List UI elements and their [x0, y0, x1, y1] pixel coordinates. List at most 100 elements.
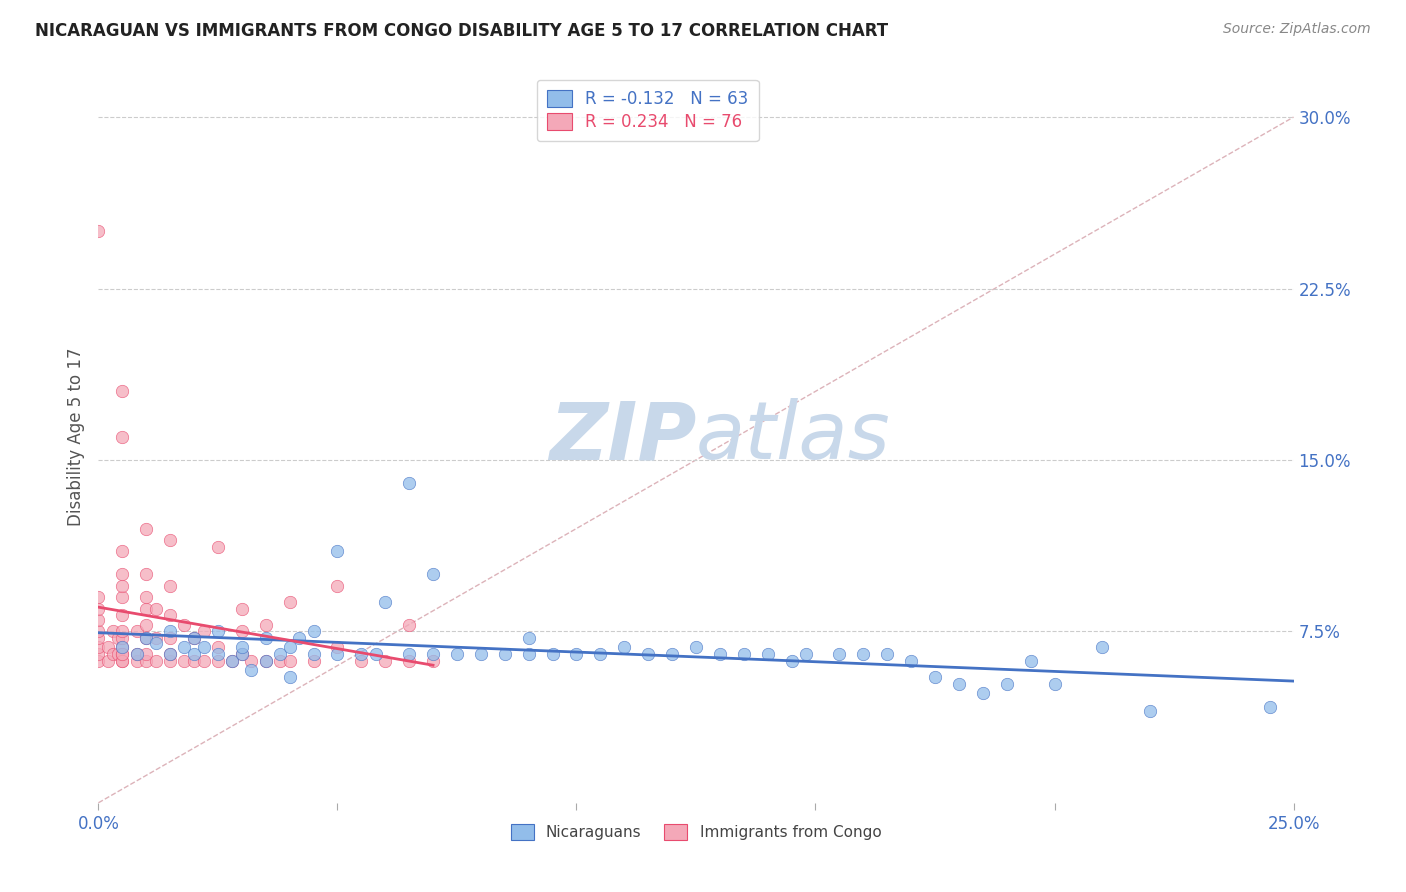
Point: [254, 632, 277, 646]
Point: [302, 654, 325, 668]
Point: [87, 224, 110, 238]
Point: [326, 640, 349, 655]
Point: [972, 686, 994, 700]
Point: [87, 647, 110, 661]
Point: [111, 640, 134, 655]
Point: [111, 647, 134, 661]
Point: [87, 654, 110, 668]
Point: [422, 647, 444, 661]
Point: [221, 654, 243, 668]
Point: [302, 624, 325, 639]
Point: [183, 632, 205, 646]
Point: [422, 567, 444, 582]
Point: [145, 654, 167, 668]
Point: [924, 670, 946, 684]
Point: [159, 632, 181, 646]
Point: [470, 647, 492, 661]
Point: [240, 663, 263, 677]
Point: [111, 567, 134, 582]
Point: [240, 654, 263, 668]
Point: [326, 544, 349, 558]
Point: [111, 590, 134, 604]
Point: [1258, 699, 1281, 714]
Point: [87, 640, 110, 655]
Point: [159, 647, 181, 661]
Point: [193, 624, 215, 639]
Point: [183, 632, 205, 646]
Point: [685, 640, 707, 655]
Point: [326, 647, 349, 661]
Legend: Nicaraguans, Immigrants from Congo: Nicaraguans, Immigrants from Congo: [505, 818, 887, 847]
Point: [794, 647, 817, 661]
Point: [193, 640, 215, 655]
Point: [193, 654, 215, 668]
Point: [145, 601, 167, 615]
Point: [135, 632, 157, 646]
Point: [565, 647, 588, 661]
Point: [135, 647, 157, 661]
Point: [111, 624, 134, 639]
Point: [269, 647, 291, 661]
Point: [159, 579, 181, 593]
Point: [221, 654, 243, 668]
Point: [661, 647, 683, 661]
Point: [1019, 654, 1042, 668]
Point: [97, 640, 120, 655]
Point: [278, 640, 301, 655]
Point: [207, 624, 229, 639]
Point: [173, 640, 195, 655]
Point: [446, 647, 468, 661]
Point: [278, 595, 301, 609]
Point: [231, 624, 253, 639]
Point: [517, 647, 540, 661]
Point: [398, 617, 420, 632]
Point: [111, 544, 134, 558]
Point: [87, 624, 110, 639]
Point: [302, 647, 325, 661]
Point: [159, 533, 181, 547]
Point: [111, 608, 134, 623]
Text: atlas: atlas: [696, 398, 891, 476]
Point: [1091, 640, 1114, 655]
Point: [374, 595, 396, 609]
Point: [231, 647, 253, 661]
Point: [173, 654, 195, 668]
Point: [231, 640, 253, 655]
Text: NICARAGUAN VS IMMIGRANTS FROM CONGO DISABILITY AGE 5 TO 17 CORRELATION CHART: NICARAGUAN VS IMMIGRANTS FROM CONGO DISA…: [35, 22, 889, 40]
Point: [733, 647, 755, 661]
Point: [111, 647, 134, 661]
Point: [135, 590, 157, 604]
Y-axis label: Disability Age 5 to 17: Disability Age 5 to 17: [66, 348, 84, 526]
Point: [876, 647, 898, 661]
Point: [111, 654, 134, 668]
Point: [398, 475, 420, 490]
Point: [135, 632, 157, 646]
Point: [87, 632, 110, 646]
Point: [517, 632, 540, 646]
Point: [183, 647, 205, 661]
Point: [494, 647, 516, 661]
Point: [125, 654, 148, 668]
Point: [159, 624, 181, 639]
Point: [780, 654, 803, 668]
Point: [111, 384, 134, 399]
Point: [637, 647, 659, 661]
Point: [135, 521, 157, 535]
Point: [135, 601, 157, 615]
Point: [135, 654, 157, 668]
Point: [541, 647, 564, 661]
Point: [145, 636, 167, 650]
Point: [422, 654, 444, 668]
Point: [756, 647, 779, 661]
Point: [111, 640, 134, 655]
Point: [145, 632, 167, 646]
Point: [135, 567, 157, 582]
Point: [159, 647, 181, 661]
Point: [288, 632, 311, 646]
Point: [111, 430, 134, 444]
Point: [326, 579, 349, 593]
Point: [101, 624, 124, 639]
Point: [125, 647, 148, 661]
Point: [398, 654, 420, 668]
Point: [97, 654, 120, 668]
